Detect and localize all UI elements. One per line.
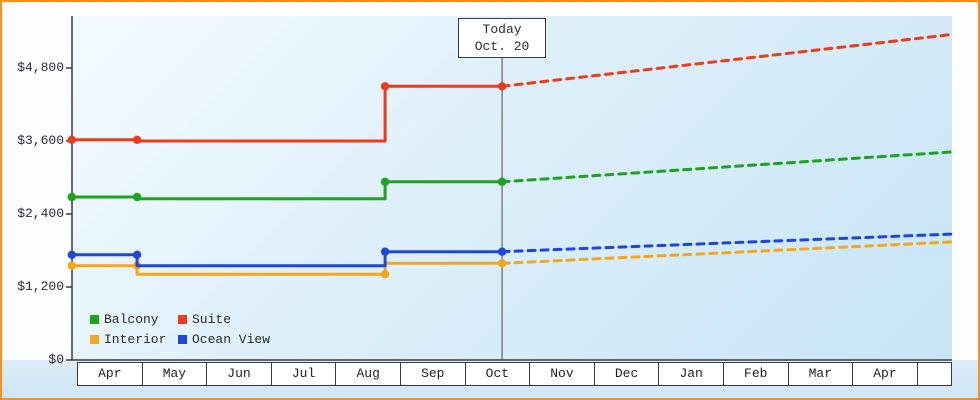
- ocean-view-marker: [380, 247, 390, 256]
- y-axis-label: $0: [48, 352, 64, 367]
- ocean-view-marker: [67, 250, 77, 259]
- interior-marker: [67, 261, 77, 270]
- y-axis-label: $2,400: [17, 206, 64, 221]
- y-axis-label: $4,800: [17, 60, 64, 75]
- legend-label: Ocean View: [192, 332, 271, 347]
- month-cell-jan: Jan: [658, 362, 723, 386]
- month-cell-dec: Dec: [593, 362, 659, 386]
- legend-item-suite: Suite: [178, 312, 231, 327]
- month-cell-aug: Aug: [335, 362, 400, 386]
- balcony-marker: [380, 177, 390, 186]
- legend-item-balcony: Balcony: [90, 312, 178, 327]
- month-cell-sep: Sep: [399, 362, 465, 386]
- ocean-view-marker: [132, 250, 142, 259]
- balcony-marker: [132, 192, 142, 202]
- y-axis-label: $1,200: [17, 279, 64, 294]
- legend-label: Balcony: [104, 312, 159, 327]
- interior-forecast-line: [500, 240, 954, 265]
- month-cell-apr: Apr: [852, 362, 917, 386]
- plot-area-background: [72, 16, 952, 360]
- legend-swatch-icon: [90, 335, 99, 344]
- today-label-line1: Today: [482, 22, 522, 37]
- suite-marker: [132, 135, 142, 144]
- month-cell-partial: [916, 362, 952, 386]
- suite-price-line: [71, 84, 503, 143]
- balcony-forecast-line: [500, 150, 954, 184]
- month-cell-nov: Nov: [529, 362, 594, 386]
- month-cell-feb: Feb: [722, 362, 788, 386]
- interior-price-line: [71, 261, 503, 276]
- interior-marker: [380, 270, 390, 279]
- today-label-line2: Oct. 20: [474, 39, 530, 54]
- balcony-price-line: [71, 180, 503, 201]
- month-cell-mar: Mar: [787, 362, 853, 386]
- month-cell-jun: Jun: [206, 362, 271, 386]
- suite-forecast-line: [500, 33, 954, 88]
- ocean-view-marker: [497, 247, 507, 256]
- legend-label: Interior: [104, 332, 167, 347]
- interior-marker: [497, 259, 507, 268]
- legend-label: Suite: [192, 312, 232, 327]
- balcony-marker: [497, 177, 507, 186]
- suite-marker: [380, 82, 390, 91]
- today-marker-label: Today Oct. 20: [458, 18, 547, 58]
- month-cell-apr: Apr: [77, 362, 142, 386]
- suite-marker: [497, 82, 507, 91]
- ocean-view-forecast-line: [500, 232, 954, 254]
- month-cell-may: May: [141, 362, 207, 386]
- x-axis-month-row: Apr May Jun Jul Aug Sep Oct Nov Dec Jan Feb Mar Apr: [77, 362, 952, 386]
- legend-swatch-icon: [178, 335, 187, 344]
- legend-item-interior: Interior: [90, 332, 178, 347]
- month-cell-jul: Jul: [270, 362, 336, 386]
- suite-marker: [67, 135, 77, 144]
- y-axis-label: $3,600: [17, 133, 64, 148]
- legend-swatch-icon: [90, 315, 99, 324]
- month-cell-oct: Oct: [464, 362, 530, 386]
- balcony-marker: [67, 192, 77, 202]
- legend-swatch-icon: [178, 315, 187, 324]
- legend-item-ocean-view: Ocean View: [178, 332, 270, 347]
- legend: Balcony Suite Interior Ocean View: [90, 312, 270, 352]
- ocean-view-price-line: [71, 250, 503, 268]
